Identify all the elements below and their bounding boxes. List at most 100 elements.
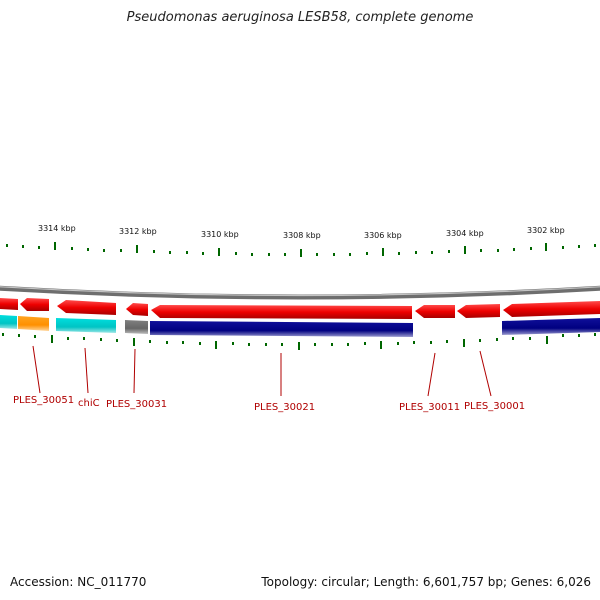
inner-tick <box>298 342 300 350</box>
scale-label: 3308 kbp <box>283 231 321 240</box>
inner-tick <box>397 342 399 345</box>
inner-tick <box>83 337 85 340</box>
outer-tick <box>169 251 171 254</box>
inner-tick <box>100 338 102 341</box>
gene-label-ples-30011[interactable]: PLES_30011 <box>399 402 460 413</box>
outer-tick <box>382 248 384 256</box>
outer-tick <box>186 251 188 254</box>
outer-tick <box>235 252 237 255</box>
gene-block-cyan[interactable] <box>0 315 17 329</box>
inner-tick <box>281 343 283 346</box>
outer-tick <box>87 248 89 251</box>
outer-tick <box>562 246 564 249</box>
outer-tick <box>251 253 253 256</box>
outer-tick <box>349 253 351 256</box>
inner-tick <box>265 343 267 346</box>
outer-tick <box>464 246 466 254</box>
scale-labels: 3314 kbp 3312 kbp 3310 kbp 3308 kbp 3306… <box>38 224 565 240</box>
inner-scale-ticks <box>2 333 596 350</box>
inner-tick <box>413 341 415 344</box>
outer-tick <box>333 253 335 256</box>
inner-tick <box>364 342 366 345</box>
gene-arrow-forward[interactable] <box>415 305 455 318</box>
scale-label: 3304 kbp <box>446 229 484 238</box>
inner-tick <box>512 337 514 340</box>
inner-tick <box>546 336 548 344</box>
inner-tick <box>149 340 151 343</box>
inner-tick <box>529 337 531 340</box>
gene-arrow-forward[interactable] <box>457 304 500 318</box>
outer-tick <box>431 251 433 254</box>
outer-tick <box>71 247 73 250</box>
inner-tick <box>594 333 596 336</box>
gene-label-ples-30001[interactable]: PLES_30001 <box>464 401 525 412</box>
outer-tick <box>316 253 318 256</box>
gene-labels: PLES_30051 chiC PLES_30031 PLES_30021 PL… <box>13 395 525 413</box>
gene-block-orange[interactable] <box>18 316 49 331</box>
inner-tick <box>232 342 234 345</box>
outer-tick <box>398 252 400 255</box>
inner-tick <box>463 339 465 347</box>
outer-tick <box>513 248 515 251</box>
outer-tick <box>153 250 155 253</box>
gene-arrow-forward[interactable] <box>57 300 116 315</box>
inner-tick <box>496 338 498 341</box>
outer-tick <box>54 242 56 250</box>
inner-tick <box>446 340 448 343</box>
inner-tick <box>347 343 349 346</box>
genome-title: Pseudomonas aeruginosa LESB58, complete … <box>126 10 474 25</box>
gene-arrow-forward[interactable] <box>0 298 18 310</box>
inner-tick <box>562 334 564 337</box>
inner-tick <box>199 342 201 345</box>
reverse-strand-genes <box>0 315 600 337</box>
outer-tick <box>300 249 302 257</box>
outer-tick <box>22 245 24 248</box>
outer-tick <box>38 246 40 249</box>
gene-arrow-forward[interactable] <box>126 303 148 316</box>
leader-line <box>479 350 492 397</box>
inner-tick <box>578 334 580 337</box>
inner-tick <box>314 343 316 346</box>
gene-block-cyan[interactable] <box>56 318 116 333</box>
gene-label-ples-30031[interactable]: PLES_30031 <box>106 399 167 410</box>
outer-tick <box>268 253 270 256</box>
genome-backbone <box>0 285 600 300</box>
outer-tick <box>120 249 122 252</box>
gene-block-reverse[interactable] <box>150 321 413 337</box>
gene-arrow-forward[interactable] <box>151 305 412 319</box>
outer-tick <box>103 249 105 252</box>
outer-tick <box>480 249 482 252</box>
outer-tick <box>6 244 8 247</box>
gene-arrow-forward[interactable] <box>503 301 600 317</box>
outer-tick <box>497 249 499 252</box>
scale-label: 3312 kbp <box>119 227 157 236</box>
scale-label: 3306 kbp <box>364 231 402 240</box>
outer-tick <box>578 245 580 248</box>
gene-label-ples-30021[interactable]: PLES_30021 <box>254 402 315 413</box>
gene-arrow-forward[interactable] <box>20 298 49 311</box>
outer-tick <box>530 247 532 250</box>
outer-scale-ticks <box>6 242 596 257</box>
inner-tick <box>133 338 135 346</box>
inner-tick <box>248 343 250 346</box>
gene-label-ples-30051[interactable]: PLES_30051 <box>13 395 74 406</box>
gene-block-reverse[interactable] <box>502 318 600 335</box>
label-leaders <box>32 345 492 397</box>
inner-tick <box>215 341 217 349</box>
inner-tick <box>479 339 481 342</box>
leader-line <box>84 347 89 394</box>
scale-label: 3314 kbp <box>38 224 76 233</box>
gene-label-chic[interactable]: chiC <box>78 398 100 409</box>
leader-line <box>32 345 41 394</box>
outer-tick <box>202 252 204 255</box>
gene-block-gray[interactable] <box>125 320 148 334</box>
outer-tick <box>545 243 547 251</box>
genome-summary-text: Topology: circular; Length: 6,601,757 bp… <box>261 575 591 589</box>
outer-tick <box>136 245 138 253</box>
inner-tick <box>331 343 333 346</box>
inner-tick <box>182 341 184 344</box>
inner-tick <box>166 341 168 344</box>
inner-tick <box>430 341 432 344</box>
accession-text: Accession: NC_011770 <box>10 575 147 589</box>
